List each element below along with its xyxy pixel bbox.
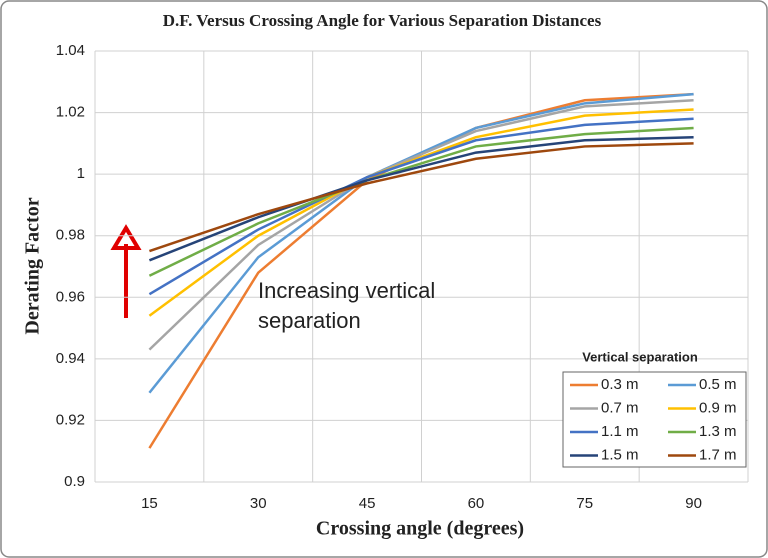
legend-label: 0.9 m — [699, 399, 737, 416]
series-line — [148, 135, 694, 262]
legend-label: 1.7 m — [699, 446, 737, 463]
legend-label: 1.3 m — [699, 423, 737, 440]
legend-title: Vertical separation — [582, 349, 698, 364]
series-line — [148, 126, 694, 277]
legend-label: 0.5 m — [699, 376, 737, 393]
legend-label: 0.7 m — [601, 399, 639, 416]
series-line — [149, 142, 694, 253]
x-tick-label: 45 — [359, 495, 376, 512]
y-tick-label: 1.04 — [56, 42, 85, 59]
x-tick-label: 90 — [685, 495, 702, 512]
y-tick-label: 0.96 — [56, 288, 85, 305]
series-line — [148, 108, 694, 317]
y-tick-label: 0.94 — [56, 350, 85, 367]
y-axis-label: Derating Factor — [22, 197, 44, 334]
y-tick-label: 0.92 — [56, 411, 85, 428]
x-axis-label: Crossing angle (degrees) — [316, 518, 524, 540]
series-line — [148, 99, 694, 351]
x-tick-label: 15 — [141, 495, 158, 512]
annotation: separation — [258, 308, 361, 333]
annotation: Increasing vertical — [258, 278, 435, 303]
chart-title: D.F. Versus Crossing Angle for Various S… — [163, 11, 602, 30]
legend-label: 0.3 m — [601, 376, 639, 393]
red-arrow — [110, 224, 142, 318]
x-tick-label: 30 — [250, 495, 267, 512]
legend-label: 1.1 m — [601, 423, 639, 440]
series-line — [148, 92, 694, 394]
y-tick-label: 1.02 — [56, 104, 85, 121]
x-tick-label: 60 — [468, 495, 485, 512]
legend-label: 1.5 m — [601, 446, 639, 463]
x-tick-label: 75 — [576, 495, 593, 512]
series-line — [148, 117, 694, 296]
y-tick-label: 0.98 — [56, 227, 85, 244]
y-tick-label: 0.9 — [64, 473, 85, 490]
legend-box — [562, 371, 747, 468]
y-tick-label: 1 — [77, 165, 85, 182]
